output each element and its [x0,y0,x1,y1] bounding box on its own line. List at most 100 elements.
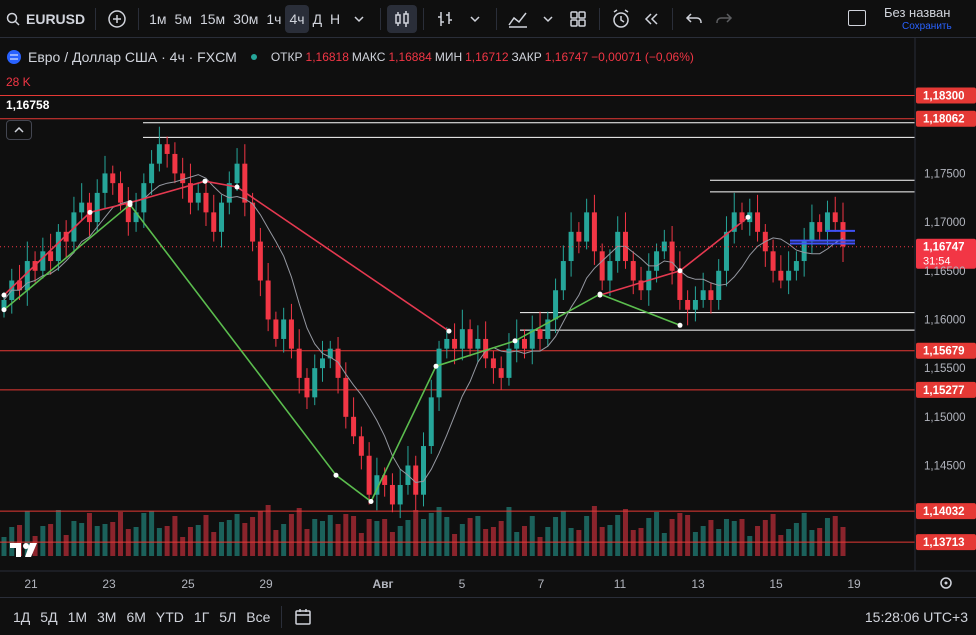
candle-body [203,192,209,213]
volume-bar [421,519,426,556]
interval-15m[interactable]: 15м [199,10,226,27]
time-tick-label: 13 [691,577,705,591]
volume-bar [102,524,108,556]
clock[interactable]: 15:28:06 UTC+3 [864,609,968,625]
volume-bar [296,508,302,556]
interval-5m[interactable]: 5м [174,10,192,27]
low-value: 1,16712 [465,50,509,64]
bottom-toolbar: 1Д 5Д 1М 3М 6М YTD 1Г 5Л Все 15:28:06 UT… [0,597,976,635]
plus-circle-icon [108,9,126,28]
interval-1d[interactable]: Д [312,10,323,27]
layout-checkbox-icon[interactable] [848,10,866,26]
candle-body [366,455,372,495]
tradingview-logo-icon [10,543,37,557]
volume-bar [685,515,691,556]
goto-date-button[interactable] [288,603,318,631]
candle-body [708,290,714,300]
time-tick-label: 7 [538,577,545,591]
undo-icon [686,12,702,23]
indicators-dropdown-button[interactable] [533,5,563,33]
interval-30m[interactable]: 30м [233,10,259,27]
range-1m[interactable]: 1М [67,608,88,625]
volume-bar [187,527,193,556]
range-5y[interactable]: 5Л [219,608,237,625]
volume-bar [537,537,543,556]
chart-type-dropdown-button[interactable] [460,5,490,33]
volume-bar [630,530,636,556]
chart-area[interactable]: 1,18300 1,18062 1,15679 1,15277 1,14032 1,137… [0,38,976,596]
range-1d[interactable]: 1Д [13,608,31,625]
volume-bar [615,515,621,556]
range-6m[interactable]: 6М [126,608,146,625]
price-axis[interactable]: 1,18300 1,18062 1,15679 1,15277 1,14032 1,137… [914,38,976,571]
volume-bar [467,518,473,556]
price-tick-label: 1,14500 [924,461,966,473]
candle-body [685,299,691,310]
red-zigzag-line [3,180,450,332]
candle-body [164,144,170,154]
change-value: −0,00071 (−0,06%) [591,50,694,64]
candle-body [483,338,489,359]
pivot-point [677,268,683,274]
interval-4h[interactable]: 4ч [285,4,309,33]
alert-button[interactable] [606,5,636,33]
interval-1m[interactable]: 1м [149,10,167,27]
volume-bar [1,537,7,556]
candle-body [24,261,30,291]
chevron-down-icon [470,15,480,22]
interval-dropdown-button[interactable] [344,5,374,33]
interval-1w[interactable]: Н [330,10,341,27]
range-1y[interactable]: 1Г [193,608,210,625]
time-tick-label: 11 [614,577,627,591]
candle-body [568,231,574,262]
time-tick-label: 21 [24,577,38,591]
candles-chart-type-button[interactable] [387,4,418,33]
level-tag-label: 1,18062 [923,114,965,126]
save-link[interactable]: Сохранить [902,21,952,32]
legend-title[interactable]: Евро / Доллар США · 4ч · FXCM [28,49,237,65]
price-tick-label: 1,15000 [924,412,966,424]
undo-button[interactable] [679,5,709,33]
top-toolbar: EURUSD 1м 5м 15м 30м 1ч 4ч Д Н [0,0,976,38]
pivot-point [368,499,374,505]
volume-bar [576,530,582,556]
save-layout[interactable]: Без назван Сохранить [848,0,976,38]
volume-bar [475,516,481,556]
range-3m[interactable]: 3М [97,608,117,625]
range-all[interactable]: Все [246,608,271,625]
replay-button[interactable] [636,5,666,33]
collapse-legend-button[interactable] [6,120,32,140]
volume-bar [358,533,364,556]
candle-body [187,183,193,203]
candle-body [444,338,450,349]
volume-bar [708,520,714,556]
range-ytd[interactable]: YTD [155,608,184,625]
price-tick-label: 1,15500 [924,363,966,375]
volume-bar [755,526,761,556]
time-tick-label: Авг [372,577,393,591]
price-chart[interactable]: 1,18300 1,18062 1,15679 1,15277 1,14032 1,137… [0,38,976,596]
settings-icon[interactable] [940,577,952,589]
range-5d[interactable]: 5Д [40,608,58,625]
bars-style-button[interactable] [430,5,460,33]
level-tag-label: 1,15277 [923,385,965,397]
interval-1h[interactable]: 1ч [266,10,282,27]
compare-add-button[interactable] [102,5,132,33]
volume-bar [405,520,411,556]
search-icon [6,12,20,26]
time-tick-label: 5 [459,577,466,591]
volume-bar [327,515,333,556]
redo-button[interactable] [709,5,739,33]
price-tick-label: 1,16500 [924,266,966,278]
candle-body [436,348,442,398]
volume-bar [219,522,225,556]
volume-bar [265,505,271,556]
candle-body [17,280,23,291]
pivot-point [333,472,339,478]
candle-body [211,212,217,232]
layout-button[interactable] [563,5,593,33]
time-axis[interactable]: 21 23 25 29 Авг 5 7 11 13 15 19 [0,570,976,591]
symbol-search-button[interactable]: EURUSD [0,5,89,33]
pivot-point [677,322,683,328]
indicators-button[interactable] [503,5,533,33]
